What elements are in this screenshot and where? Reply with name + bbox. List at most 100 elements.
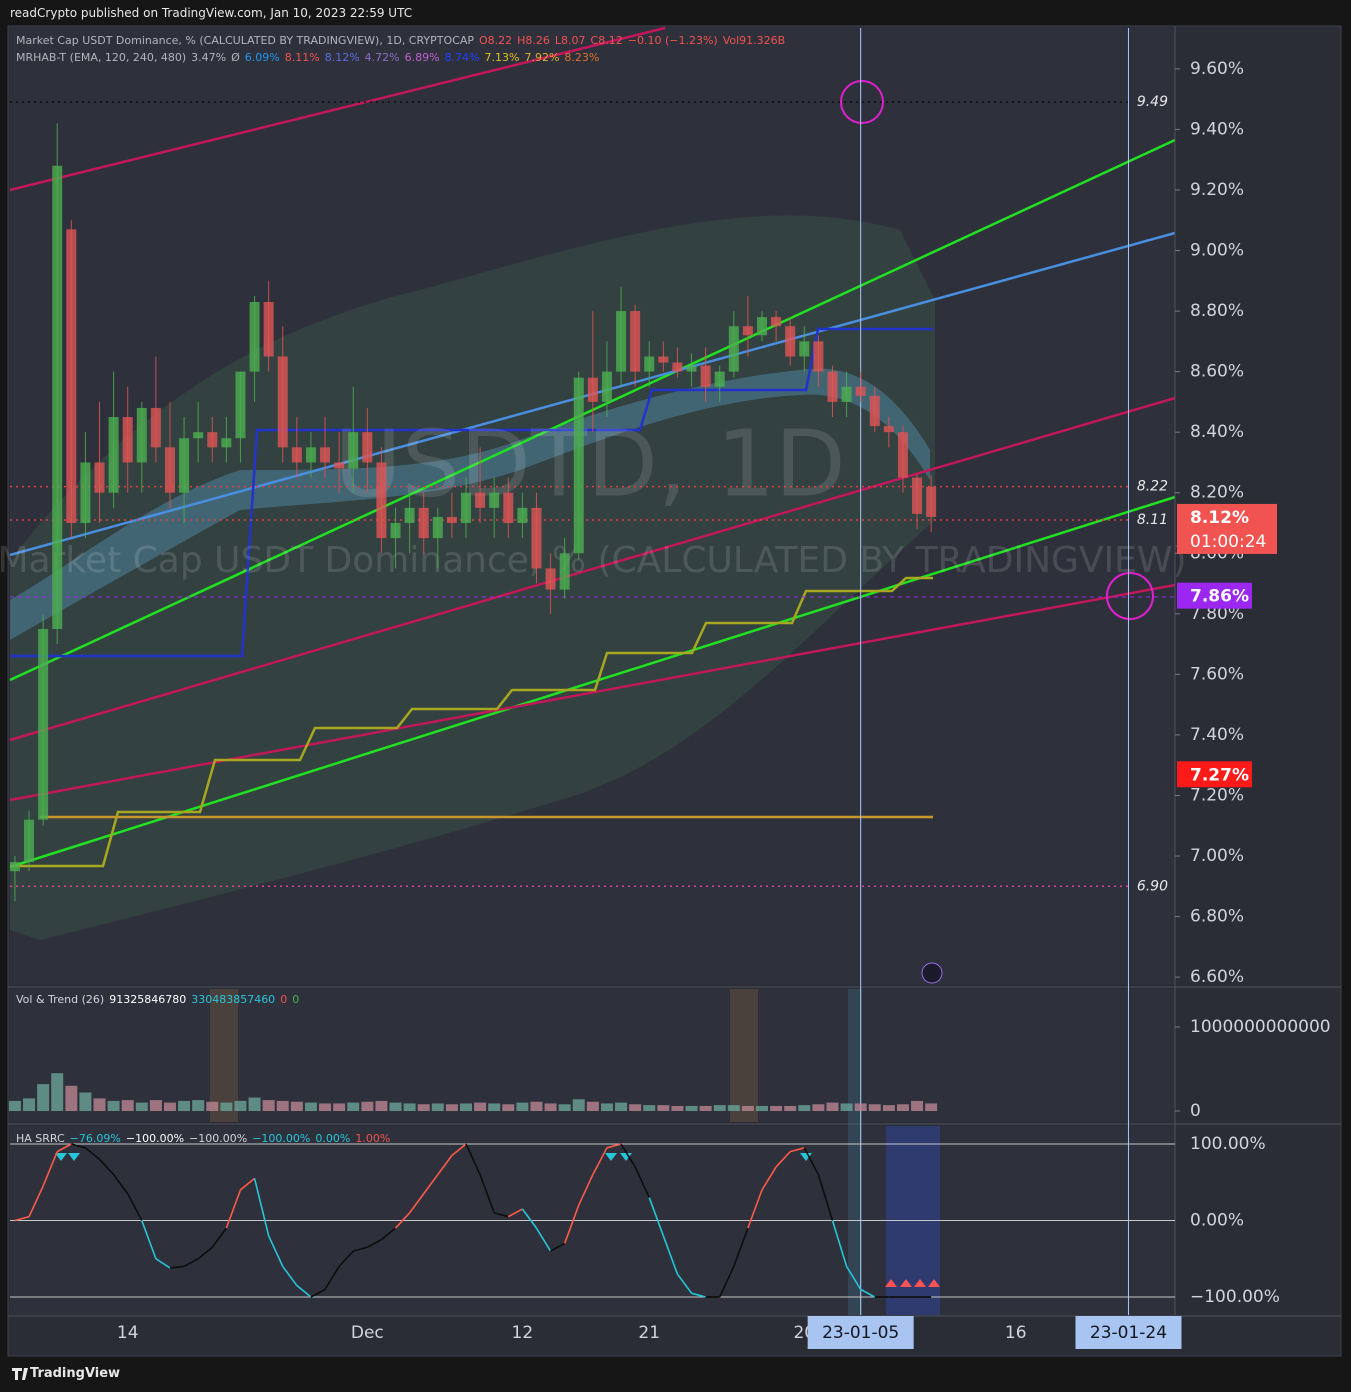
volume-bar <box>276 1100 289 1112</box>
indicator-value: 3.47% <box>191 51 227 64</box>
candle-body <box>390 523 401 539</box>
oscillator-line <box>408 1193 425 1214</box>
legend-symbol: Market Cap USDT Dominance, % (CALCULATED… <box>16 34 790 47</box>
price-label: 8.12% <box>1190 508 1249 528</box>
candle-body <box>24 819 35 863</box>
oscillator-line <box>239 1177 256 1191</box>
legend-value: −100.00% <box>189 1132 248 1145</box>
oscillator-line <box>718 1266 735 1298</box>
candle-body <box>376 462 387 539</box>
volume-bar <box>713 1105 726 1112</box>
oscillator-line <box>211 1227 228 1248</box>
legend-value: 0 <box>280 993 288 1006</box>
volume-bar <box>333 1103 346 1112</box>
volume-bar <box>643 1105 656 1112</box>
volume-bar <box>445 1104 458 1112</box>
oscillator-line <box>761 1166 777 1191</box>
step-line <box>10 576 933 868</box>
y-tick-label: −100.00% <box>1190 1287 1280 1307</box>
candle-body <box>9 862 20 872</box>
candle-body <box>305 447 316 463</box>
candle-body <box>94 462 105 493</box>
volume-bar <box>657 1105 670 1112</box>
volume-bar <box>544 1103 557 1112</box>
countdown: 01:00:24 <box>1190 532 1266 552</box>
volume-bar <box>516 1102 529 1112</box>
volume-bar <box>8 1100 21 1112</box>
volume-bar <box>459 1103 472 1112</box>
y-tick-label: 7.60% <box>1190 664 1244 684</box>
candle-body <box>489 492 500 508</box>
volume-bar <box>93 1098 106 1112</box>
candle-body <box>601 371 612 402</box>
event-icon[interactable] <box>921 962 943 984</box>
oscillator-legend: HA SRRC −76.09% −100.00% −100.00% −100.00% 0.… <box>16 1132 395 1145</box>
oscillator-line <box>634 1166 650 1198</box>
oscillator-line <box>56 1143 72 1153</box>
volume-pane <box>10 989 1175 1122</box>
price-label-box <box>1177 761 1252 788</box>
legend-value: 1.00% <box>355 1132 391 1145</box>
candle-body <box>545 568 556 590</box>
ohlc-value: H8.26 <box>517 34 550 47</box>
oscillator-line <box>563 1204 580 1244</box>
oscillator-line <box>197 1246 213 1260</box>
y-tick-label: 9.20% <box>1190 180 1244 200</box>
oscillator-line <box>353 1246 368 1252</box>
candle-body <box>714 371 725 387</box>
brand: TradingView <box>30 1366 121 1381</box>
candle-body <box>122 417 133 463</box>
candle-body <box>320 447 331 463</box>
crosshair-label: 23-01-24 <box>1090 1323 1167 1343</box>
candle-body <box>799 341 810 357</box>
volume-bar <box>375 1100 388 1112</box>
x-tick-label: 21 <box>638 1323 660 1343</box>
candle-body <box>926 486 937 517</box>
highlight <box>730 989 758 1122</box>
trend-line <box>9 495 1176 869</box>
volume-bar <box>671 1105 684 1112</box>
indicator-value: Ø <box>231 51 240 64</box>
candle-body <box>38 628 49 820</box>
candle-body <box>756 317 767 336</box>
candle-body <box>700 365 711 387</box>
oscillator-line <box>338 1250 354 1267</box>
y-tick-label: 7.20% <box>1190 785 1244 805</box>
candle-body <box>475 492 486 508</box>
x-tick-label: 14 <box>117 1323 139 1343</box>
oscillator-line <box>831 1220 848 1267</box>
y-tick-label: 0.00% <box>1190 1211 1244 1231</box>
ohlc-value: O8.22 <box>479 34 513 47</box>
oscillator-line <box>521 1208 538 1229</box>
circle-marker <box>840 80 884 124</box>
volume-bar <box>51 1073 64 1112</box>
candle-body <box>785 326 796 357</box>
volume-bar <box>840 1103 853 1112</box>
candle-body <box>80 462 91 523</box>
oscillator-line <box>324 1265 340 1290</box>
pane-title: Vol & Trend (26) <box>16 993 105 1006</box>
candle-body <box>771 317 782 327</box>
crosshair-label-box <box>1075 1316 1182 1349</box>
x-tick-label: Dec <box>351 1323 384 1343</box>
y-tick-label: 8.60% <box>1190 362 1244 382</box>
candle-body <box>207 432 218 448</box>
indicator-value: 6.89% <box>404 51 440 64</box>
oscillator-line <box>691 1292 706 1298</box>
candle-body <box>221 438 232 448</box>
oscillator-line <box>803 1147 820 1175</box>
publisher: readCrypto published on TradingView.com,… <box>10 6 413 20</box>
candle-body <box>869 395 880 427</box>
oscillator-line <box>14 1215 30 1222</box>
oscillator-line <box>648 1197 665 1237</box>
y-tick-label: 1000000000000 <box>1190 1017 1331 1037</box>
oscillator-line <box>860 1288 876 1298</box>
level-label: 8.11 <box>1137 512 1168 528</box>
legend-value: −100.00% <box>125 1132 185 1145</box>
volume-bar <box>854 1103 867 1112</box>
oscillator-line <box>42 1151 58 1187</box>
y-tick-label: 9.60% <box>1190 59 1244 79</box>
oscillator-line <box>394 1212 411 1229</box>
volume-bar <box>812 1104 825 1112</box>
